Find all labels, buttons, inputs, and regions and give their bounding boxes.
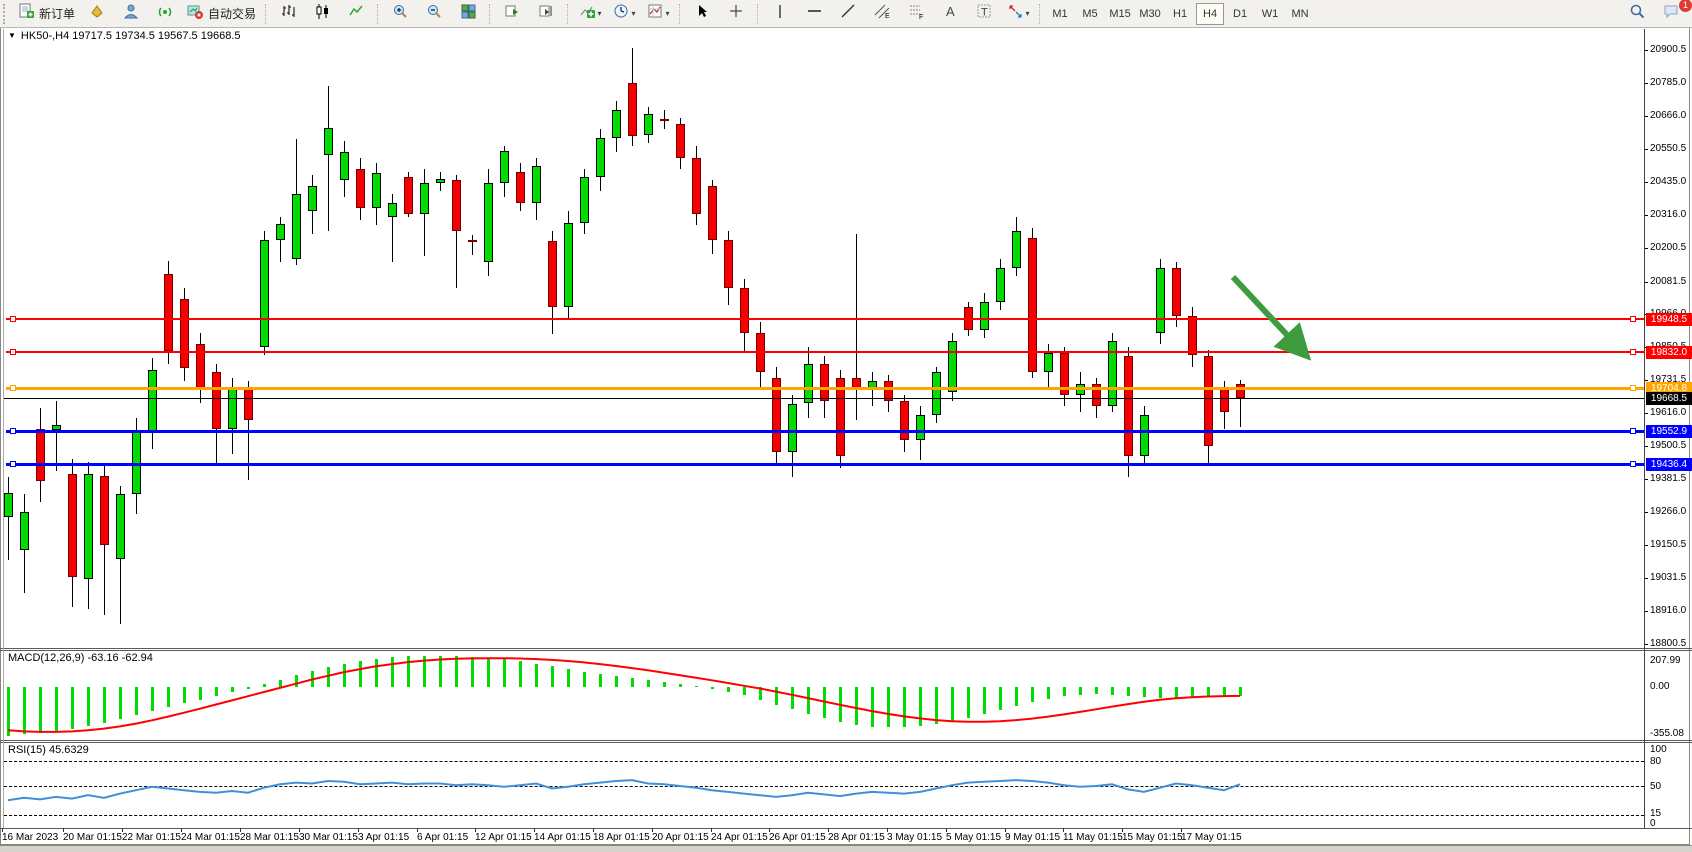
new-order-icon [18,3,35,25]
indicators-icon [579,3,596,25]
community-icon [123,3,140,25]
toolbar-separator [1039,3,1041,24]
toolbar-grip [3,3,10,24]
indicators-button[interactable]: ▾ [574,2,606,26]
chat-button[interactable]: 1 [1655,0,1692,26]
dropdown-caret-icon[interactable]: ▾ [665,9,670,18]
templates-icon [647,3,664,25]
text-label-button[interactable]: T [968,2,1000,26]
timeframe-h4-button[interactable]: H4 [1196,2,1225,25]
community-button[interactable] [115,2,147,26]
candlestick-chart-button[interactable] [306,2,338,26]
chart-window[interactable] [0,27,1690,845]
templates-button[interactable]: ▾ [642,2,674,26]
search-icon [1629,3,1646,25]
dropdown-caret-icon[interactable]: ▾ [631,9,636,18]
fibonacci-icon: F [908,3,925,25]
text-icon: A [942,3,959,25]
toolbar-separator [489,3,491,24]
market-icon [89,3,106,25]
auto-scroll-icon [504,3,521,25]
timeframe-m30-button[interactable]: M30 [1139,7,1161,20]
arrows-icon [1007,3,1024,25]
timeframe-m1-button[interactable]: M1 [1052,7,1068,20]
toolbar-separator [757,3,759,24]
tile-windows-button[interactable] [452,2,484,26]
fibonacci-button[interactable]: F [900,2,932,26]
cursor-icon [694,3,711,25]
cursor-button[interactable] [686,2,718,26]
main-toolbar: 新订单 自动交易 ▾ ▾ ▾ E F A T ▾ M1 M5 M15 M30 H1 H4 D1 W1 MN 1 [0,0,1692,28]
crosshair-button[interactable] [720,2,752,26]
new-order-button[interactable]: 新订单 [14,2,79,26]
svg-text:T: T [981,6,988,18]
timeframe-d1-button[interactable]: D1 [1233,7,1248,20]
bar-chart-icon [280,3,297,25]
dropdown-caret-icon[interactable]: ▾ [597,9,602,18]
arrows-button[interactable]: ▾ [1002,2,1034,26]
timeframe-h1-button[interactable]: H1 [1173,7,1188,20]
signals-button[interactable] [149,2,181,26]
timeframe-m5-button[interactable]: M5 [1082,7,1098,20]
line-chart-icon [348,3,365,25]
horizontal-line-icon [806,3,823,25]
timeframe-m15-button[interactable]: M15 [1109,7,1131,20]
line-chart-button[interactable] [340,2,372,26]
zoom-out-button[interactable] [418,2,450,26]
trendline-button[interactable] [832,2,864,26]
zoom-in-button[interactable] [384,2,416,26]
toolbar-separator [567,3,569,24]
text-label-icon: T [976,3,993,25]
equidistant-channel-button[interactable]: E [866,2,898,26]
chat-icon [1663,3,1680,25]
periods-icon [613,3,630,25]
vertical-line-icon [772,3,789,25]
equidistant-channel-icon: E [874,3,891,25]
toolbar-separator [377,3,379,24]
autotrading-icon [187,3,204,25]
trendline-icon [840,3,857,25]
text-button[interactable]: A [934,2,966,26]
new-order-button-label: 新订单 [39,7,76,21]
timeframe-w1-button[interactable]: W1 [1261,7,1279,20]
window-bottom-edge [0,845,1692,852]
notification-badge: 1 [1679,0,1692,12]
signals-icon [157,3,174,25]
chart-shift-icon [538,3,555,25]
zoom-out-icon [426,3,443,25]
horizontal-line-button[interactable] [798,2,830,26]
candlestick-chart-icon [314,3,331,25]
auto-scroll-button[interactable] [496,2,528,26]
vertical-line-button[interactable] [764,2,796,26]
market-button[interactable] [81,2,113,26]
toolbar-separator [265,3,267,24]
timeframe-mn-button[interactable]: MN [1291,7,1309,20]
autotrading-button[interactable]: 自动交易 [183,2,260,26]
svg-text:A: A [946,4,955,19]
svg-text:F: F [919,14,923,20]
toolbar-separator [679,3,681,24]
crosshair-icon [728,3,745,25]
zoom-in-icon [392,3,409,25]
chart-shift-button[interactable] [530,2,562,26]
autotrading-button-label: 自动交易 [208,7,257,21]
search-button[interactable] [1621,2,1653,26]
bar-chart-button[interactable] [272,2,304,26]
dropdown-caret-icon[interactable]: ▾ [1025,9,1030,18]
tile-windows-icon [460,3,477,25]
svg-text:E: E [885,13,890,20]
periods-button[interactable]: ▾ [608,2,640,26]
